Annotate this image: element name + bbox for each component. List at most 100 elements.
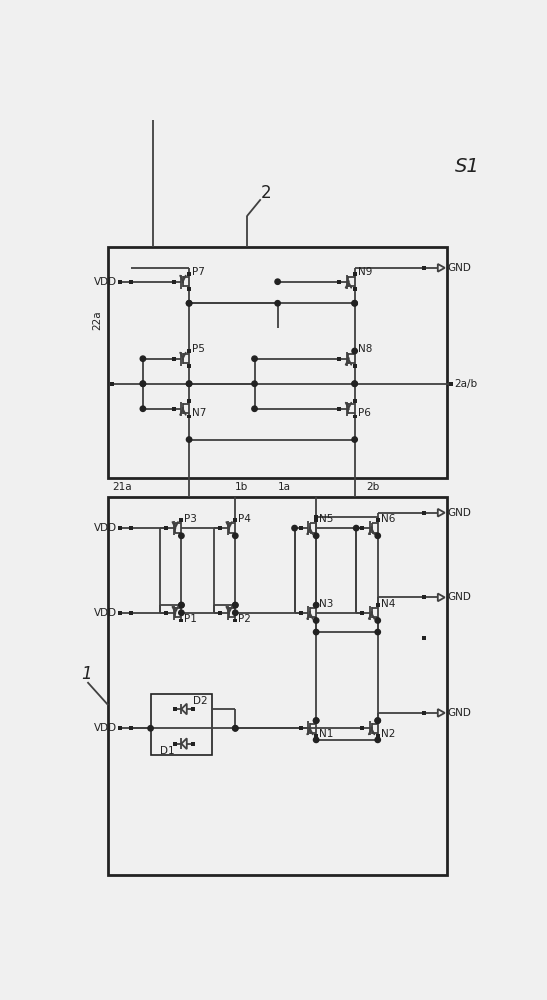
Circle shape bbox=[140, 381, 146, 386]
Circle shape bbox=[313, 718, 319, 723]
Bar bbox=[337, 280, 341, 284]
Text: N5: N5 bbox=[319, 514, 334, 524]
Circle shape bbox=[232, 610, 238, 615]
Bar bbox=[130, 726, 133, 730]
Text: N9: N9 bbox=[358, 267, 372, 277]
Bar bbox=[118, 526, 122, 530]
Bar bbox=[179, 619, 183, 622]
Bar bbox=[422, 511, 426, 515]
Bar bbox=[360, 526, 364, 530]
Circle shape bbox=[232, 726, 238, 731]
Bar bbox=[360, 611, 364, 615]
Circle shape bbox=[313, 737, 319, 743]
Circle shape bbox=[140, 406, 146, 411]
Circle shape bbox=[352, 301, 357, 306]
Bar bbox=[191, 742, 195, 746]
Bar bbox=[376, 603, 380, 607]
Bar bbox=[130, 280, 133, 284]
Bar bbox=[376, 518, 380, 522]
Bar bbox=[353, 272, 357, 276]
Circle shape bbox=[375, 737, 380, 743]
Circle shape bbox=[292, 525, 297, 531]
Circle shape bbox=[252, 406, 257, 411]
Text: 2: 2 bbox=[261, 184, 271, 202]
Text: N2: N2 bbox=[381, 729, 395, 739]
Circle shape bbox=[179, 610, 184, 615]
Text: GND: GND bbox=[447, 508, 471, 518]
Circle shape bbox=[375, 629, 380, 635]
Circle shape bbox=[187, 437, 192, 442]
Bar bbox=[314, 603, 318, 607]
Bar bbox=[172, 280, 176, 284]
Text: GND: GND bbox=[447, 263, 471, 273]
Bar bbox=[376, 534, 380, 538]
Circle shape bbox=[352, 437, 357, 442]
Bar bbox=[353, 287, 357, 291]
Circle shape bbox=[187, 381, 192, 386]
Bar bbox=[173, 742, 177, 746]
Text: N6: N6 bbox=[381, 514, 395, 524]
Text: 1: 1 bbox=[82, 665, 92, 683]
Text: VDD: VDD bbox=[95, 723, 118, 733]
Bar bbox=[108, 247, 447, 478]
Bar bbox=[234, 619, 237, 622]
Circle shape bbox=[375, 718, 380, 723]
Bar bbox=[164, 526, 168, 530]
Text: N7: N7 bbox=[192, 408, 207, 418]
Text: VDD: VDD bbox=[95, 277, 118, 287]
Bar bbox=[353, 364, 357, 368]
Bar bbox=[179, 534, 183, 538]
Bar bbox=[234, 518, 237, 522]
Circle shape bbox=[179, 602, 184, 608]
Bar bbox=[353, 349, 357, 353]
Bar bbox=[299, 526, 302, 530]
Bar bbox=[314, 518, 318, 522]
Circle shape bbox=[187, 381, 192, 386]
Circle shape bbox=[187, 301, 192, 306]
Text: 22a: 22a bbox=[92, 310, 102, 330]
Text: D2: D2 bbox=[193, 696, 207, 706]
Text: 1b: 1b bbox=[235, 482, 248, 492]
Bar bbox=[218, 611, 222, 615]
Bar bbox=[218, 526, 222, 530]
Bar bbox=[150, 694, 212, 755]
Text: VDD: VDD bbox=[95, 523, 118, 533]
Bar bbox=[422, 636, 426, 640]
Text: P1: P1 bbox=[184, 614, 197, 624]
Bar bbox=[118, 611, 122, 615]
Bar bbox=[422, 711, 426, 715]
Bar bbox=[376, 619, 380, 622]
Bar bbox=[187, 415, 191, 418]
Text: VDD: VDD bbox=[95, 608, 118, 618]
Circle shape bbox=[275, 279, 281, 284]
Circle shape bbox=[313, 629, 319, 635]
Bar bbox=[299, 611, 302, 615]
Circle shape bbox=[148, 726, 153, 731]
Bar bbox=[110, 382, 114, 386]
Bar bbox=[449, 382, 453, 386]
Bar bbox=[314, 719, 318, 723]
Bar bbox=[299, 726, 302, 730]
Bar bbox=[172, 357, 176, 361]
Text: P3: P3 bbox=[184, 514, 197, 524]
Bar bbox=[173, 707, 177, 711]
Text: 2a/b: 2a/b bbox=[455, 379, 478, 389]
Circle shape bbox=[252, 356, 257, 361]
Text: GND: GND bbox=[447, 592, 471, 602]
Circle shape bbox=[313, 618, 319, 623]
Bar bbox=[108, 497, 447, 875]
Circle shape bbox=[275, 301, 281, 306]
Circle shape bbox=[140, 381, 146, 386]
Bar bbox=[422, 595, 426, 599]
Bar bbox=[376, 734, 380, 738]
Bar bbox=[187, 272, 191, 276]
Circle shape bbox=[232, 726, 238, 731]
Bar bbox=[179, 518, 183, 522]
Bar bbox=[314, 515, 318, 518]
Circle shape bbox=[375, 718, 380, 723]
Text: P5: P5 bbox=[192, 344, 205, 354]
Text: N4: N4 bbox=[381, 599, 395, 609]
Text: N8: N8 bbox=[358, 344, 372, 354]
Bar bbox=[337, 407, 341, 411]
Circle shape bbox=[375, 533, 380, 538]
